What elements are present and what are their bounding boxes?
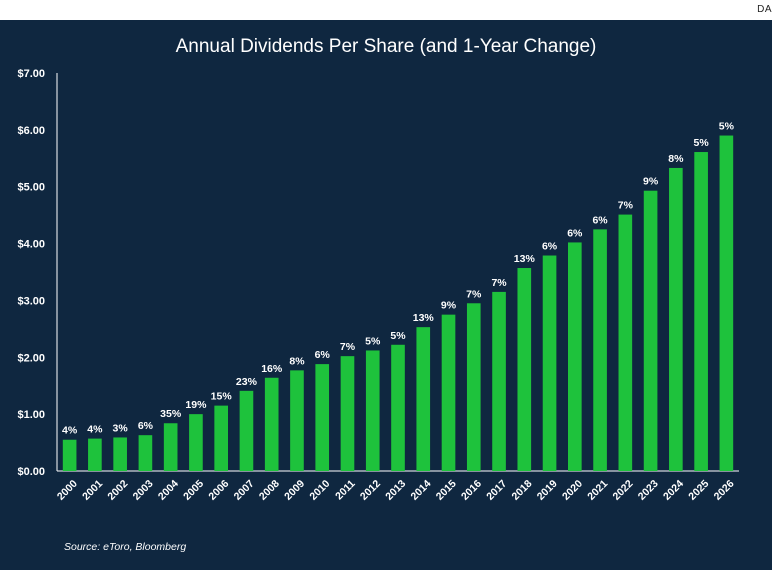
x-tick-label: 2011 bbox=[333, 478, 358, 503]
x-tick-label: 2021 bbox=[585, 478, 610, 503]
x-tick-label: 2006 bbox=[206, 478, 231, 503]
bar bbox=[264, 377, 279, 471]
x-tick-label: 2001 bbox=[80, 478, 105, 503]
data-label: 19% bbox=[185, 399, 207, 411]
bar bbox=[189, 414, 203, 471]
x-tick-label: 2026 bbox=[712, 478, 737, 503]
data-label: 35% bbox=[160, 408, 182, 420]
x-tick-label: 2004 bbox=[156, 478, 181, 503]
bar bbox=[593, 229, 607, 471]
data-label: 7% bbox=[491, 277, 507, 289]
x-tick-label: 2022 bbox=[611, 478, 636, 503]
source-note: Source: eToro, Bloomberg bbox=[64, 541, 187, 553]
bar bbox=[643, 190, 658, 472]
x-tick-label: 2025 bbox=[686, 478, 711, 503]
bar bbox=[517, 268, 532, 471]
bar bbox=[113, 437, 127, 471]
y-tick-label: $1.00 bbox=[17, 409, 45, 421]
data-label: 13% bbox=[514, 253, 536, 265]
x-tick-label: 2014 bbox=[408, 478, 433, 503]
x-tick-label: 2003 bbox=[131, 478, 156, 503]
data-label: 9% bbox=[441, 300, 457, 312]
bar bbox=[62, 439, 77, 471]
data-label: 7% bbox=[618, 200, 634, 212]
data-label: 5% bbox=[694, 137, 710, 149]
data-label: 13% bbox=[413, 312, 435, 324]
corner-tag: DA bbox=[757, 4, 772, 15]
bar bbox=[340, 356, 355, 471]
bar bbox=[365, 350, 380, 471]
bar bbox=[669, 167, 683, 472]
data-label: 7% bbox=[466, 288, 482, 300]
bar bbox=[416, 327, 431, 471]
data-label: 6% bbox=[592, 214, 608, 226]
data-label: 5% bbox=[719, 121, 735, 133]
x-tick-label: 2015 bbox=[434, 478, 459, 503]
x-tick-label: 2005 bbox=[181, 478, 206, 503]
x-tick-label: 2013 bbox=[383, 478, 408, 503]
y-tick-label: $7.00 bbox=[17, 68, 45, 80]
bar bbox=[290, 370, 304, 471]
x-tick-label: 2024 bbox=[661, 478, 686, 503]
data-label: 6% bbox=[138, 420, 154, 432]
data-label: 23% bbox=[236, 376, 258, 388]
bar bbox=[163, 423, 178, 471]
bar bbox=[239, 390, 254, 471]
x-tick-label: 2010 bbox=[307, 478, 332, 503]
x-tick-label: 2019 bbox=[535, 478, 560, 503]
bar bbox=[466, 303, 481, 471]
data-label: 9% bbox=[643, 176, 659, 188]
bar bbox=[88, 438, 102, 471]
y-tick-label: $6.00 bbox=[17, 125, 45, 137]
x-tick-label: 2000 bbox=[55, 478, 80, 503]
data-label: 8% bbox=[289, 355, 305, 367]
bar bbox=[694, 152, 708, 471]
data-label: 7% bbox=[340, 341, 356, 353]
bar bbox=[719, 135, 734, 472]
data-label: 3% bbox=[113, 422, 129, 434]
bar bbox=[542, 255, 557, 471]
chart-title: Annual Dividends Per Share (and 1-Year C… bbox=[175, 36, 597, 57]
data-label: 4% bbox=[87, 424, 103, 436]
x-tick-label: 2017 bbox=[484, 478, 509, 503]
x-tick-label: 2016 bbox=[459, 478, 484, 503]
bar bbox=[567, 242, 582, 471]
data-label: 6% bbox=[315, 349, 331, 361]
y-tick-label: $5.00 bbox=[17, 182, 45, 194]
y-tick-label: $0.00 bbox=[17, 466, 45, 478]
bar bbox=[492, 291, 506, 471]
data-label: 4% bbox=[62, 425, 78, 437]
data-label: 8% bbox=[668, 153, 684, 165]
x-tick-label: 2023 bbox=[636, 478, 661, 503]
top-strip bbox=[0, 0, 772, 20]
x-tick-label: 2002 bbox=[105, 478, 130, 503]
y-tick-label: $2.00 bbox=[17, 352, 45, 364]
bar bbox=[441, 314, 456, 471]
bar bbox=[391, 344, 405, 471]
x-tick-label: 2009 bbox=[282, 478, 307, 503]
x-tick-label: 2012 bbox=[358, 478, 383, 503]
bar bbox=[618, 214, 633, 471]
bar bbox=[315, 364, 330, 471]
x-tick-label: 2008 bbox=[257, 478, 282, 503]
data-label: 5% bbox=[365, 335, 381, 347]
x-tick-label: 2007 bbox=[232, 478, 257, 503]
data-label: 15% bbox=[211, 391, 233, 403]
data-label: 6% bbox=[567, 227, 583, 239]
data-label: 6% bbox=[542, 241, 558, 253]
bar bbox=[214, 405, 229, 471]
data-label: 5% bbox=[390, 330, 406, 342]
y-tick-label: $4.00 bbox=[17, 239, 45, 251]
y-tick-label: $3.00 bbox=[17, 295, 45, 307]
data-label: 16% bbox=[261, 363, 283, 375]
x-tick-label: 2020 bbox=[560, 478, 585, 503]
x-tick-label: 2018 bbox=[510, 478, 535, 503]
bar bbox=[138, 435, 153, 471]
